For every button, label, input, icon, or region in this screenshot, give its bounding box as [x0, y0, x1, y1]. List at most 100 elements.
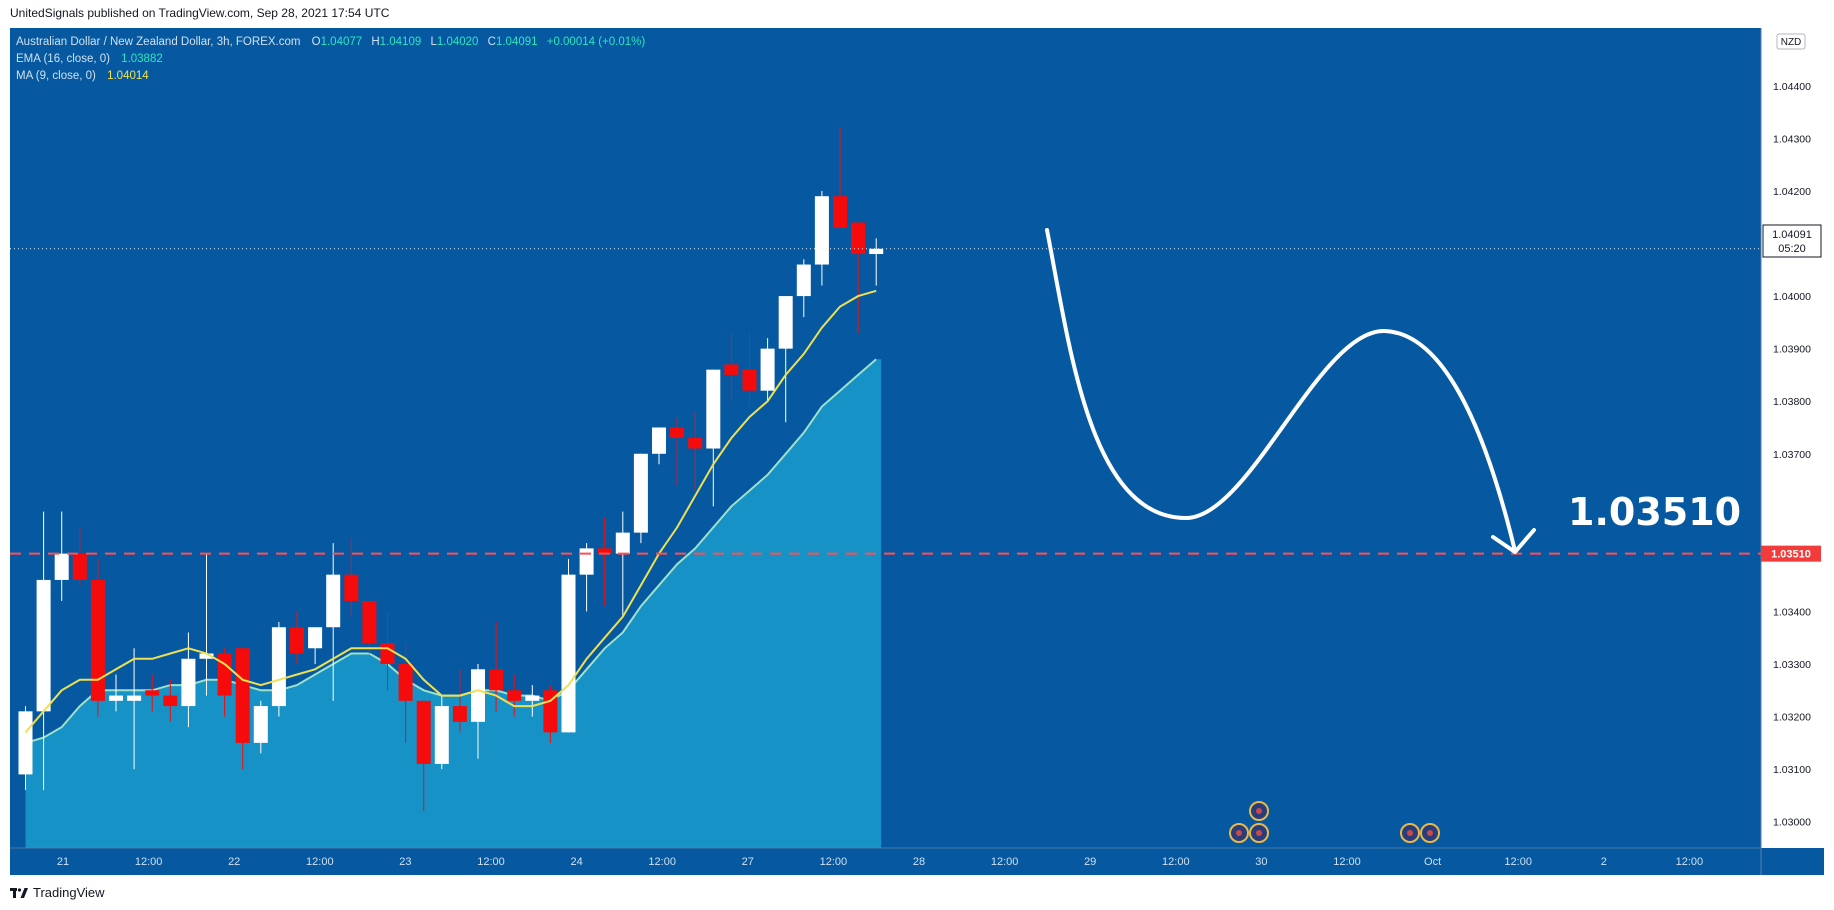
candle	[452, 669, 467, 733]
candle	[344, 537, 359, 617]
candle-body	[670, 427, 685, 438]
legend-ma-row: MA (9, close, 0) 1.04014	[16, 70, 149, 82]
candle-body	[561, 574, 576, 733]
legend-ema-label: EMA (16, close, 0)	[16, 53, 110, 65]
candle	[326, 543, 341, 701]
ma-series	[24, 289, 877, 734]
candle-body	[525, 695, 540, 701]
candle	[362, 600, 377, 654]
candle-body	[90, 579, 105, 701]
price-scale-background	[1761, 28, 1824, 875]
chart-legend: Australian Dollar / New Zealand Dollar, …	[16, 36, 645, 82]
candle	[471, 664, 485, 759]
legend-ohlc-key-low: L	[430, 36, 437, 48]
price-tick-label: 1.03200	[1773, 712, 1811, 724]
candle-body	[253, 706, 268, 743]
legend-symbol-row: Australian Dollar / New Zealand Dollar, …	[16, 36, 645, 48]
price-tick-label: 1.03800	[1773, 396, 1811, 408]
time-tick-label: 12:00	[135, 856, 163, 868]
price-tick-label: 1.04400	[1773, 81, 1811, 93]
candle	[217, 648, 232, 717]
candle	[778, 296, 793, 423]
time-tick-label: 12:00	[477, 856, 505, 868]
candle-body	[706, 369, 721, 449]
candle-body	[235, 648, 250, 743]
time-tick-label: 21	[57, 856, 69, 868]
candle-body	[271, 627, 286, 707]
legend-ma-label: MA (9, close, 0)	[16, 70, 96, 82]
candle-body	[652, 427, 666, 454]
candle-body	[471, 669, 485, 722]
time-tick-label: 23	[399, 856, 411, 868]
candle-body	[127, 695, 142, 701]
price-tick-label: 1.04000	[1773, 291, 1811, 303]
candle-body	[54, 553, 69, 580]
time-scale-ticks: 21 12:00 22 12:00 23 12:00 24 12:00 27 12:00 28 12:…	[57, 856, 1703, 868]
time-tick-label: 22	[228, 856, 240, 868]
candle	[434, 695, 449, 770]
last-price-tag: 1.04091 05:20	[1762, 224, 1822, 258]
time-tick-label: 12:00	[1676, 856, 1704, 868]
candle	[525, 685, 540, 717]
time-tick-label: 12:00	[820, 856, 848, 868]
legend-ohlc-key-close: C	[488, 36, 496, 48]
legend-ohlc-high: 1.04109	[380, 36, 422, 48]
price-chart[interactable]: 1.03510 1.030001.031001.032001.033001.03…	[10, 28, 1824, 880]
last-price-countdown: 05:20	[1778, 243, 1806, 255]
price-tick-label: 1.04300	[1773, 133, 1811, 145]
time-tick-label: 28	[913, 856, 925, 868]
event-marker-icon[interactable]	[1229, 823, 1249, 843]
event-marker-icon[interactable]	[1249, 801, 1269, 821]
candle-body	[760, 348, 775, 391]
time-tick-label: 12:00	[1333, 856, 1361, 868]
candle	[869, 238, 884, 286]
candle-body	[434, 706, 449, 764]
last-price-value: 1.04091	[1772, 229, 1812, 241]
price-tick-label: 1.03300	[1773, 659, 1811, 671]
legend-ohlc-low: 1.04020	[437, 36, 479, 48]
candle-body	[362, 600, 377, 643]
candle	[109, 674, 123, 712]
legend-ohlc-close: 1.04091	[496, 36, 538, 48]
time-tick-label: 12:00	[1162, 856, 1190, 868]
time-tick-label: 24	[570, 856, 582, 868]
legend-symbol: Australian Dollar / New Zealand Dollar, …	[16, 36, 300, 48]
currency-badge[interactable]	[1776, 33, 1806, 50]
candle	[199, 553, 214, 696]
level-price-label: 1.03510	[1771, 549, 1811, 561]
candle	[796, 259, 811, 318]
candle	[308, 627, 323, 665]
event-markers[interactable]	[1229, 801, 1440, 843]
event-marker-icon[interactable]	[1420, 823, 1440, 843]
candle-body	[290, 627, 304, 654]
candle	[851, 222, 866, 333]
candle	[507, 674, 522, 717]
price-tick-label: 1.03000	[1773, 817, 1811, 829]
time-tick-label: Oct	[1424, 856, 1441, 868]
candle-body	[724, 364, 739, 375]
time-tick-label: 30	[1255, 856, 1267, 868]
footer-brand: TradingView	[33, 885, 105, 900]
event-marker-icon[interactable]	[1400, 823, 1420, 843]
candle-body	[851, 222, 866, 255]
time-tick-label: 2	[1601, 856, 1607, 868]
candle	[145, 674, 160, 712]
event-marker-icon[interactable]	[1249, 823, 1269, 843]
candle-body	[109, 695, 123, 701]
candles	[18, 127, 884, 812]
candle	[706, 369, 721, 507]
candle-body	[380, 643, 395, 665]
candle	[724, 332, 739, 402]
legend-change: +0.00014 (+0.01%)	[547, 36, 646, 48]
legend-ohlc-key-high: H	[371, 36, 379, 48]
candle-body	[796, 264, 811, 297]
candle	[271, 621, 286, 717]
candle-body	[18, 711, 33, 775]
candle-body	[145, 690, 160, 696]
candle-body	[452, 706, 467, 722]
candle-body	[579, 548, 594, 575]
footer: TradingView	[10, 885, 105, 900]
time-tick-label: 29	[1084, 856, 1096, 868]
candle	[290, 611, 304, 665]
time-tick-label: 27	[742, 856, 754, 868]
